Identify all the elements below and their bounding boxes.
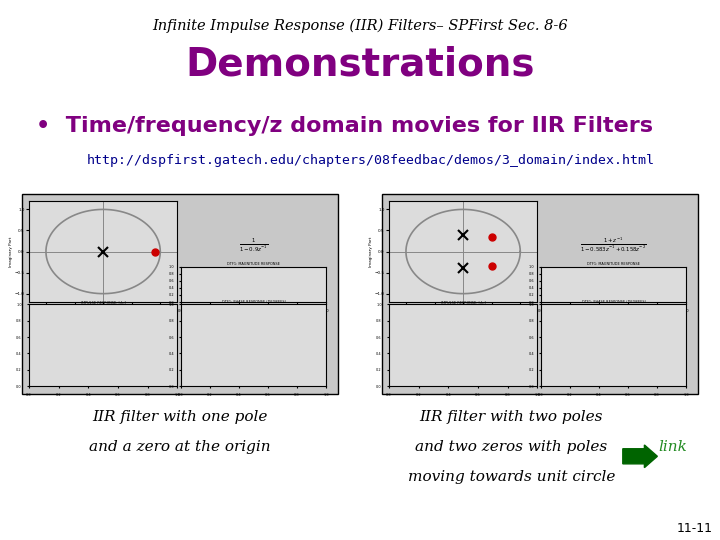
Title: DTF1: MAGNITUDE RESPONSE: DTF1: MAGNITUDE RESPONSE [227, 262, 280, 266]
Title: IMPULSE RESPONSE: h[n]: IMPULSE RESPONSE: h[n] [441, 300, 485, 304]
Text: link: link [659, 440, 688, 454]
Y-axis label: Imaginary Part: Imaginary Part [9, 237, 13, 267]
Text: and two zeros with poles: and two zeros with poles [415, 440, 608, 454]
Text: 11-11: 11-11 [677, 522, 713, 535]
Y-axis label: Imaginary Part: Imaginary Part [369, 237, 373, 267]
Bar [382, 194, 698, 394]
Text: Demonstrations: Demonstrations [185, 46, 535, 84]
Title: IMPULSE RESPONSE: h[n]: IMPULSE RESPONSE: h[n] [81, 300, 125, 304]
Text: and a zero at the origin: and a zero at the origin [89, 440, 271, 454]
X-axis label: Real Part: Real Part [454, 312, 472, 316]
Text: moving towards unit circle: moving towards unit circle [408, 470, 615, 484]
Text: http://dspfirst.gatech.edu/chapters/08feedbac/demos/3_domain/index.html: http://dspfirst.gatech.edu/chapters/08fe… [86, 154, 654, 167]
X-axis label: Real Part: Real Part [94, 312, 112, 316]
Bar [22, 194, 338, 394]
Title: DTF1: MAGNITUDE RESPONSE: DTF1: MAGNITUDE RESPONSE [587, 262, 640, 266]
Text: Infinite Impulse Response (IIR) Filters– SPFirst Sec. 8-6: Infinite Impulse Response (IIR) Filters–… [152, 19, 568, 33]
Title: DTF1: PHASE RESPONSE (DEGREES): DTF1: PHASE RESPONSE (DEGREES) [582, 300, 646, 304]
Text: $\frac{1+z^{-1}}{1-0.583z^{-1}+0.158z^{-2}}$: $\frac{1+z^{-1}}{1-0.583z^{-1}+0.158z^{-… [580, 236, 647, 254]
Text: IIR filter with one pole: IIR filter with one pole [92, 410, 268, 424]
Text: $\frac{1}{1 - 0.9z^{-1}}$: $\frac{1}{1 - 0.9z^{-1}}$ [239, 237, 268, 254]
Title: DTF1: PHASE RESPONSE (DEGREES): DTF1: PHASE RESPONSE (DEGREES) [222, 300, 286, 304]
Text: IIR filter with two poles: IIR filter with two poles [420, 410, 603, 424]
FancyArrow shape [623, 445, 657, 468]
Text: •  Time/frequency/z domain movies for IIR Filters: • Time/frequency/z domain movies for IIR… [36, 116, 653, 136]
